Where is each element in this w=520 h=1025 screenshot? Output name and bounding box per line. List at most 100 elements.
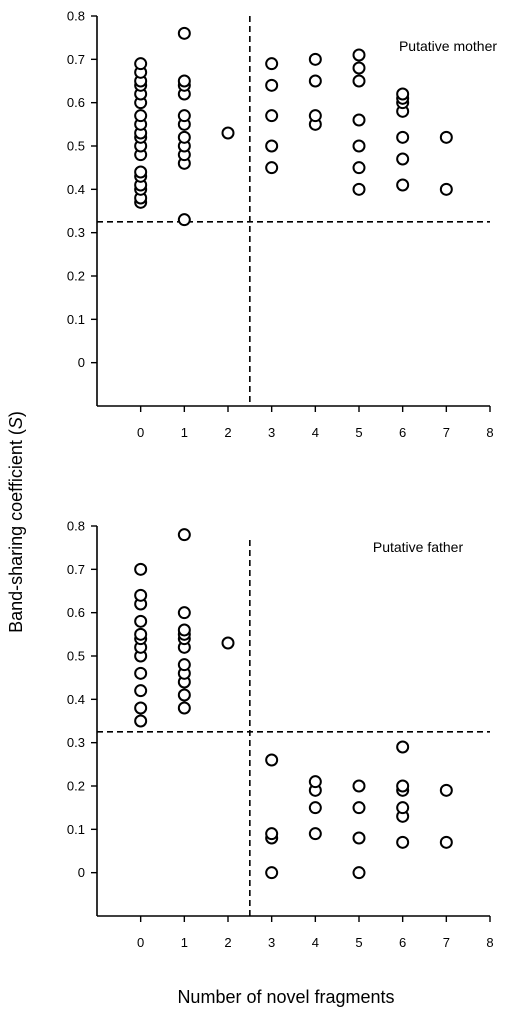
data-point (352, 74, 366, 88)
panel-putative-father: 0 0.1 0.2 0.3 0.4 0.5 0.6 0.7 0.8 0 1 2 3 4 5 6 7 8 Putati… (67, 519, 494, 951)
y-axis-label: Band-sharing coefficient (S) (6, 411, 26, 633)
data-point (308, 775, 322, 789)
data-point (177, 606, 191, 620)
y-tick-label: 0.6 (67, 605, 85, 620)
data-point (439, 783, 453, 797)
data-point (134, 701, 148, 715)
y-tick-label: 0 (78, 355, 85, 370)
data-point (308, 801, 322, 815)
data-point (134, 627, 148, 641)
data-point (134, 684, 148, 698)
x-tick-label: 8 (486, 935, 493, 950)
data-point (396, 178, 410, 192)
y-tick-label: 0 (78, 865, 85, 880)
y-tick-label: 0.5 (67, 649, 85, 664)
data-point (396, 779, 410, 793)
data-point (396, 152, 410, 166)
x-tick-label: 2 (224, 935, 231, 950)
y-tick-label: 0.4 (67, 692, 85, 707)
y-tick-label: 0.3 (67, 225, 85, 240)
panel-label: Putative father (373, 539, 464, 555)
data-point (177, 213, 191, 227)
data-point (308, 74, 322, 88)
x-tick-label: 1 (181, 425, 188, 440)
x-tick-label: 0 (137, 425, 144, 440)
data-point (352, 48, 366, 62)
data-point (221, 636, 235, 650)
x-tick-label: 6 (399, 425, 406, 440)
data-point (308, 109, 322, 123)
data-point (352, 113, 366, 127)
x-tick-label: 7 (443, 935, 450, 950)
data-point (439, 835, 453, 849)
x-tick-label: 4 (312, 935, 319, 950)
x-tick-label: 4 (312, 425, 319, 440)
x-tick-label: 5 (355, 935, 362, 950)
data-point (134, 614, 148, 628)
data-point (439, 130, 453, 144)
data-point (396, 801, 410, 815)
y-tick-label: 0.2 (67, 269, 85, 284)
data-point (352, 61, 366, 75)
data-point (134, 588, 148, 602)
data-point (396, 130, 410, 144)
data-point (396, 835, 410, 849)
panel-label: Putative mother (399, 38, 497, 54)
data-point (177, 701, 191, 715)
data-point (177, 528, 191, 542)
data-point (265, 753, 279, 767)
y-tick-label: 0.8 (67, 519, 85, 534)
data-point (439, 182, 453, 196)
data-point (352, 779, 366, 793)
x-tick-label: 1 (181, 935, 188, 950)
data-point (177, 658, 191, 672)
data-point (134, 666, 148, 680)
data-point (308, 52, 322, 66)
data-point (265, 161, 279, 175)
data-point (177, 74, 191, 88)
data-point (265, 827, 279, 841)
x-axis-label: Number of novel fragments (177, 987, 394, 1007)
data-point (352, 182, 366, 196)
y-tick-label: 0.2 (67, 779, 85, 794)
y-tick-label: 0.6 (67, 95, 85, 110)
x-tick-label: 2 (224, 425, 231, 440)
y-tick-label: 0.4 (67, 182, 85, 197)
data-point (265, 139, 279, 153)
data-point (352, 161, 366, 175)
y-tick-label: 0.1 (67, 822, 85, 837)
data-point (352, 831, 366, 845)
data-point (134, 109, 148, 123)
data-point (134, 714, 148, 728)
y-tick-label: 0.1 (67, 312, 85, 327)
data-point (396, 87, 410, 101)
data-point (134, 562, 148, 576)
panel-putative-mother: 0 0.1 0.2 0.3 0.4 0.5 0.6 0.7 0.8 0 1 2 3 4 5 6 7 8 Putati… (67, 9, 497, 441)
data-point (221, 126, 235, 140)
y-tick-label: 0.7 (67, 52, 85, 67)
data-point (134, 165, 148, 179)
x-tick-label: 3 (268, 935, 275, 950)
y-tick-label: 0.7 (67, 562, 85, 577)
y-tick-label: 0.8 (67, 9, 85, 24)
data-point (352, 801, 366, 815)
x-tick-label: 6 (399, 935, 406, 950)
data-point (352, 139, 366, 153)
data-point (396, 740, 410, 754)
data-point (308, 827, 322, 841)
data-point (177, 130, 191, 144)
data-point (177, 688, 191, 702)
x-tick-label: 0 (137, 935, 144, 950)
data-point (177, 623, 191, 637)
x-tick-label: 3 (268, 425, 275, 440)
data-point (352, 866, 366, 880)
x-tick-label: 7 (443, 425, 450, 440)
x-tick-label: 5 (355, 425, 362, 440)
data-point (265, 57, 279, 71)
data-point (134, 57, 148, 71)
data-point (265, 109, 279, 123)
x-tick-label: 8 (486, 425, 493, 440)
data-point (177, 109, 191, 123)
y-tick-label: 0.5 (67, 139, 85, 154)
